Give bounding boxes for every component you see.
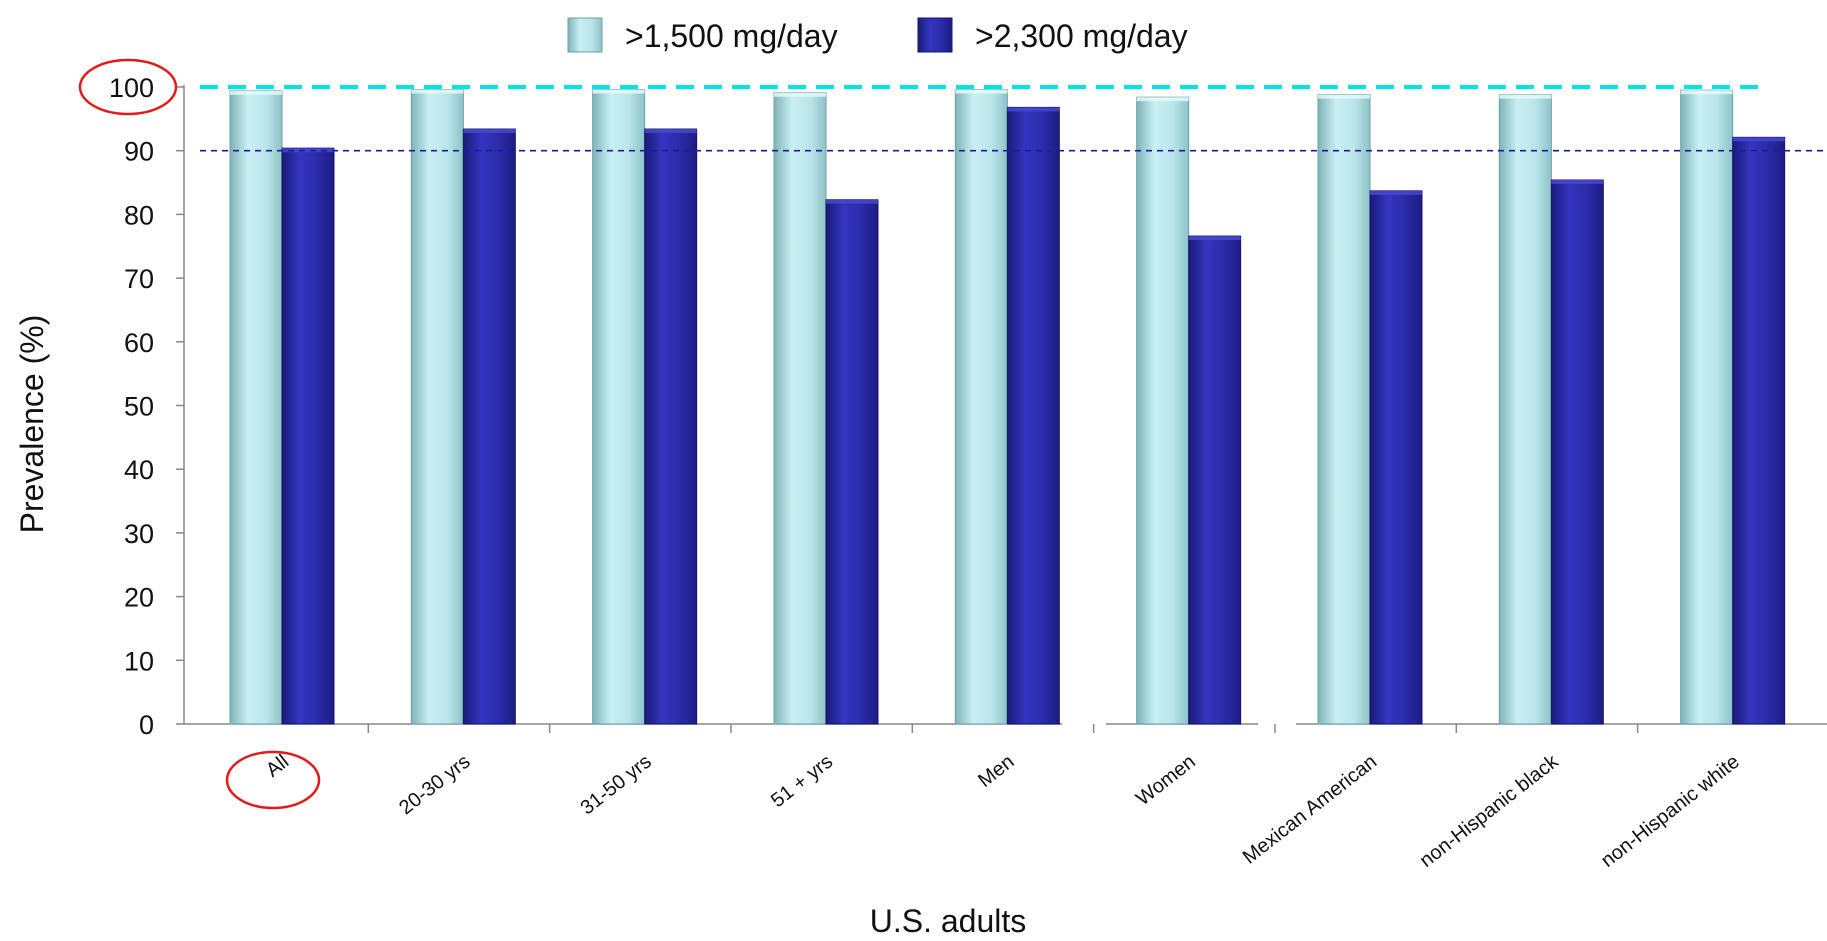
bar-cap (1732, 137, 1785, 142)
bar-cap (1007, 107, 1060, 112)
y-tick-label: 80 (124, 200, 154, 230)
bar-series-2 (1550, 179, 1604, 725)
bar-cap (1680, 90, 1733, 95)
bar-cap (592, 89, 645, 94)
legend-swatch-series-1 (567, 17, 603, 53)
y-tick-label: 40 (124, 455, 154, 485)
x-category-label: Mexican American (1239, 751, 1381, 869)
highlight-circle-100 (78, 58, 178, 116)
x-category-label: 20-30 yrs (395, 751, 474, 820)
bar-cap (1318, 94, 1370, 99)
bar-series-2 (825, 199, 879, 725)
bar-cap (463, 129, 516, 134)
bar-cap (1370, 190, 1422, 195)
bar-cap (1499, 94, 1552, 99)
y-tick-label: 10 (124, 646, 154, 676)
bar-cap (282, 148, 334, 153)
y-tick-label: 0 (139, 710, 154, 740)
bar-series-2 (281, 147, 335, 725)
plot-area: 0 10 20 30 40 50 60 70 80 90 100 All 20-30 yrs 31-50 … (78, 58, 1827, 872)
bar-series-2 (1732, 136, 1786, 725)
x-axis-title: U.S. adults (870, 903, 1027, 939)
bar-series-2 (1006, 106, 1060, 725)
legend-swatch-series-2 (917, 17, 953, 53)
y-tick-label: 70 (124, 264, 154, 294)
y-tick-label: 100 (109, 73, 154, 103)
x-category-label: non-Hispanic white (1597, 751, 1744, 872)
bar-series-1 (592, 89, 646, 725)
bar-series-1 (410, 89, 464, 725)
x-category-label: Men (974, 751, 1018, 792)
y-tick-label: 60 (124, 328, 154, 358)
bar-cap (644, 129, 697, 134)
legend-label-series-1: >1,500 mg/day (625, 18, 838, 54)
y-tick-label: 90 (124, 137, 154, 167)
bar-cap (955, 89, 1008, 94)
x-category-label: All (262, 751, 293, 782)
bar-series-1 (773, 92, 827, 725)
highlight-circle-all (225, 750, 321, 810)
bar-series-2 (462, 128, 516, 725)
legend-label-series-2: >2,300 mg/day (975, 18, 1188, 54)
bar-series-1 (954, 89, 1008, 725)
bar-cap (1188, 236, 1241, 241)
y-tick-label: 30 (124, 519, 154, 549)
y-axis-title: Prevalence (%) (14, 315, 50, 534)
y-tick-label: 50 (124, 392, 154, 422)
bar-series-2 (644, 128, 698, 725)
bar-cap (826, 199, 878, 204)
bar-cap (774, 92, 826, 97)
bar-cap (1551, 180, 1604, 185)
bar-series-1 (229, 90, 283, 725)
bar-series-1 (1136, 96, 1190, 725)
x-category-label: 51 + yrs (767, 751, 837, 812)
x-category-label: Women (1132, 751, 1200, 811)
bar-series-1 (1498, 94, 1552, 725)
bar-series-1 (1680, 89, 1734, 725)
bar-cap (411, 89, 464, 94)
legend: >1,500 mg/day >2,300 mg/day (567, 17, 1188, 54)
bar-series-2 (1369, 190, 1423, 725)
bar-series-1 (1317, 94, 1371, 725)
y-tick-label: 20 (124, 583, 154, 613)
x-category-label: non-Hispanic black (1416, 750, 1563, 872)
bar-cap (230, 90, 282, 95)
x-category-label: 31-50 yrs (577, 751, 656, 820)
bar-cap (1136, 97, 1189, 102)
bar-series-2 (1188, 235, 1242, 725)
